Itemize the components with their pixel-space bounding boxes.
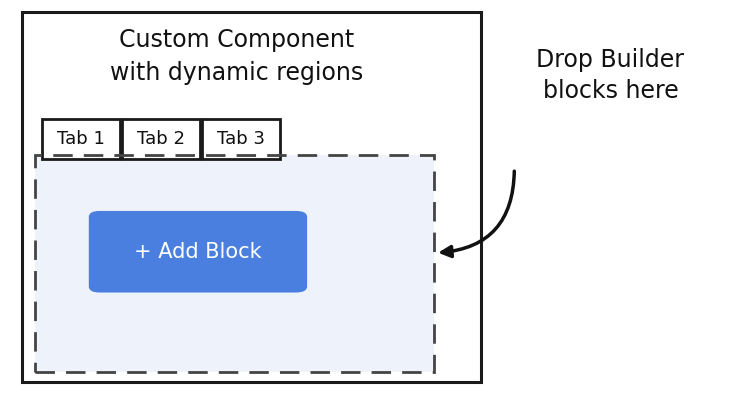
Bar [35,155,434,372]
Bar [22,12,481,382]
Bar [122,119,200,159]
Bar [202,119,280,159]
Text: Tab 1: Tab 1 [57,130,105,148]
Text: Drop Builder
blocks here: Drop Builder blocks here [536,48,684,103]
Bar [35,155,434,372]
FancyBboxPatch shape [89,211,307,293]
Text: Custom Component
with dynamic regions: Custom Component with dynamic regions [110,28,363,85]
Text: Tab 3: Tab 3 [217,130,265,148]
Text: + Add Block: + Add Block [134,242,262,262]
Bar [42,119,120,159]
Text: Tab 2: Tab 2 [137,130,185,148]
